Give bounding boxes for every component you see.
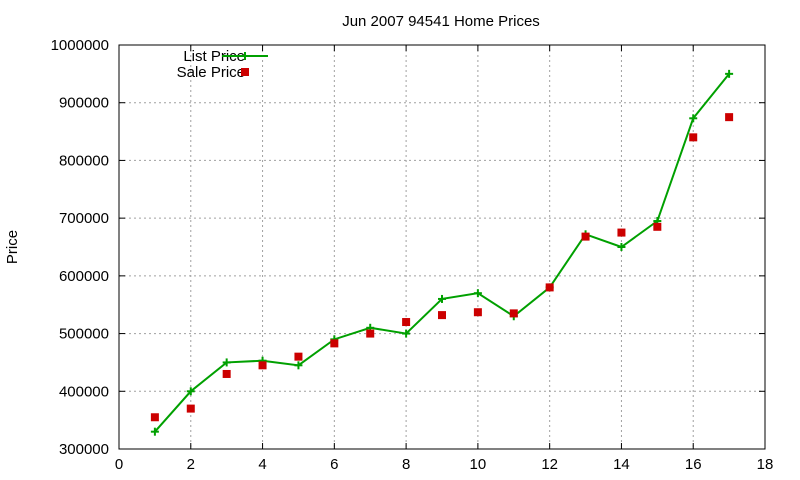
data-point — [509, 309, 518, 318]
axis-ticks: 0 2 4 6 8 10 12 14 16 18 300000 400000 500000 600000 7… — [51, 37, 774, 473]
series-1 — [150, 113, 734, 422]
legend-label: Sale Price — [177, 64, 245, 81]
data-point — [473, 308, 482, 317]
plot-frame — [118, 44, 766, 450]
y-tick-label: 1000000 — [51, 37, 109, 54]
data-point — [222, 369, 231, 378]
y-tick-label: 300000 — [59, 441, 109, 458]
data-point — [438, 294, 446, 303]
data-point — [617, 243, 626, 251]
data-point — [294, 352, 303, 361]
legend-entry: List Price — [183, 48, 268, 65]
chart-title: Jun 2007 94541 Home Prices — [342, 13, 540, 30]
y-tick-label: 900000 — [59, 95, 109, 112]
data-point — [689, 114, 698, 123]
data-point — [150, 427, 159, 436]
series-line — [154, 73, 730, 433]
data-point — [581, 232, 590, 241]
series — [150, 69, 734, 436]
x-tick-label: 14 — [613, 456, 630, 473]
grid — [119, 45, 765, 449]
legend-entry: Sale Price — [177, 64, 249, 81]
x-tick-label: 8 — [402, 456, 410, 473]
data-point — [689, 133, 698, 142]
x-tick-label: 2 — [187, 456, 195, 473]
y-tick-label: 500000 — [59, 326, 109, 343]
x-tick-label: 4 — [258, 456, 266, 473]
data-point — [258, 361, 267, 370]
y-tick-label: 400000 — [59, 383, 109, 400]
data-point — [545, 283, 554, 292]
data-point — [438, 311, 446, 320]
y-axis-label: Price — [4, 230, 21, 264]
data-point — [473, 289, 482, 298]
data-point — [186, 387, 195, 396]
x-tick-label: 18 — [757, 456, 774, 473]
data-point — [150, 413, 159, 422]
x-tick-label: 6 — [330, 456, 338, 473]
x-tick-label: 12 — [541, 456, 558, 473]
data-point — [725, 113, 734, 122]
y-tick-label: 700000 — [59, 210, 109, 227]
legend-swatch-marker — [241, 52, 249, 60]
data-point — [725, 69, 734, 78]
x-tick-label: 10 — [470, 456, 487, 473]
data-point — [222, 358, 231, 367]
data-point — [366, 329, 375, 338]
data-point — [402, 318, 411, 327]
y-tick-label: 600000 — [59, 268, 109, 285]
data-point — [330, 339, 339, 348]
data-point — [294, 361, 303, 370]
legend-swatch-marker — [241, 68, 249, 76]
data-point — [402, 329, 411, 338]
legend-label: List Price — [183, 48, 245, 65]
x-tick-label: 0 — [115, 456, 123, 473]
data-point — [617, 228, 626, 237]
y-tick-label: 800000 — [59, 152, 109, 169]
series-0 — [150, 69, 734, 436]
x-tick-label: 16 — [685, 456, 702, 473]
data-point — [653, 222, 662, 231]
data-point — [186, 404, 195, 413]
